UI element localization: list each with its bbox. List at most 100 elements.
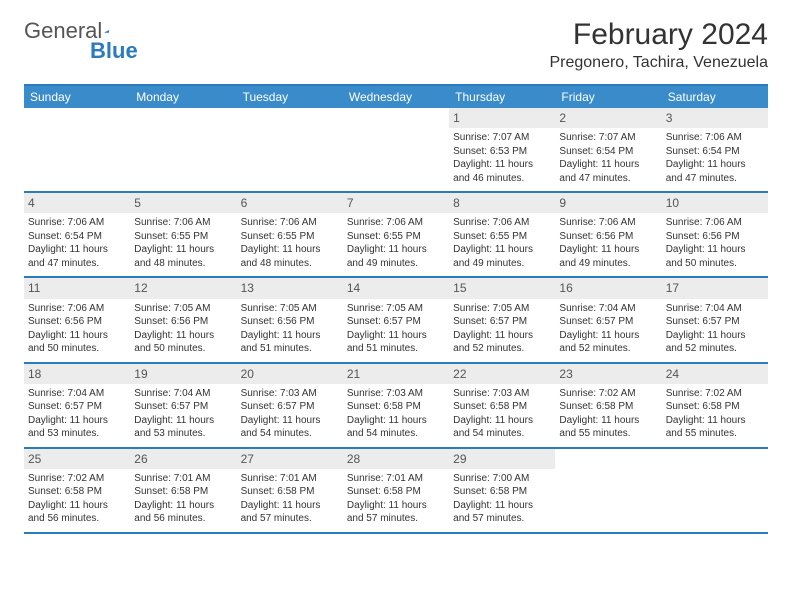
day-cell: 4Sunrise: 7:06 AMSunset: 6:54 PMDaylight… [24, 193, 130, 276]
sunset-line: Sunset: 6:53 PM [453, 145, 551, 159]
day-number: 29 [449, 449, 555, 469]
daylight-line-1: Daylight: 11 hours [28, 414, 126, 428]
day-number: 3 [662, 108, 768, 128]
day-number: 26 [130, 449, 236, 469]
day-cell: . [130, 108, 236, 191]
sunrise-line: Sunrise: 7:07 AM [559, 131, 657, 145]
day-header: Wednesday [343, 86, 449, 108]
week-row: 18Sunrise: 7:04 AMSunset: 6:57 PMDayligh… [24, 364, 768, 449]
daylight-line-2: and 57 minutes. [347, 512, 445, 526]
sunrise-line: Sunrise: 7:00 AM [453, 472, 551, 486]
sunrise-line: Sunrise: 7:06 AM [134, 216, 232, 230]
sunrise-line: Sunrise: 7:03 AM [453, 387, 551, 401]
daylight-line-1: Daylight: 11 hours [666, 414, 764, 428]
daylight-line-1: Daylight: 11 hours [134, 499, 232, 513]
day-number: 2 [555, 108, 661, 128]
sunrise-line: Sunrise: 7:02 AM [666, 387, 764, 401]
day-cell: 24Sunrise: 7:02 AMSunset: 6:58 PMDayligh… [662, 364, 768, 447]
day-cell: 27Sunrise: 7:01 AMSunset: 6:58 PMDayligh… [237, 449, 343, 532]
day-number: 16 [555, 278, 661, 298]
day-number: 14 [343, 278, 449, 298]
day-number: 18 [24, 364, 130, 384]
sunset-line: Sunset: 6:55 PM [134, 230, 232, 244]
sunrise-line: Sunrise: 7:06 AM [559, 216, 657, 230]
daylight-line-1: Daylight: 11 hours [666, 329, 764, 343]
day-cell: 3Sunrise: 7:06 AMSunset: 6:54 PMDaylight… [662, 108, 768, 191]
sunset-line: Sunset: 6:57 PM [241, 400, 339, 414]
daylight-line-1: Daylight: 11 hours [241, 414, 339, 428]
day-number: 1 [449, 108, 555, 128]
day-cell: 21Sunrise: 7:03 AMSunset: 6:58 PMDayligh… [343, 364, 449, 447]
daylight-line-1: Daylight: 11 hours [559, 243, 657, 257]
daylight-line-1: Daylight: 11 hours [134, 329, 232, 343]
day-number: 5 [130, 193, 236, 213]
week-row: 11Sunrise: 7:06 AMSunset: 6:56 PMDayligh… [24, 278, 768, 363]
logo-text-blue: Blue [90, 38, 138, 64]
day-number: 11 [24, 278, 130, 298]
daylight-line-2: and 53 minutes. [134, 427, 232, 441]
daylight-line-1: Daylight: 11 hours [666, 158, 764, 172]
daylight-line-1: Daylight: 11 hours [453, 329, 551, 343]
daylight-line-2: and 47 minutes. [28, 257, 126, 271]
location-text: Pregonero, Tachira, Venezuela [549, 54, 768, 72]
sunset-line: Sunset: 6:57 PM [453, 315, 551, 329]
day-cell: 19Sunrise: 7:04 AMSunset: 6:57 PMDayligh… [130, 364, 236, 447]
weeks-container: ....1Sunrise: 7:07 AMSunset: 6:53 PMDayl… [24, 108, 768, 534]
sunset-line: Sunset: 6:58 PM [666, 400, 764, 414]
day-cell: 7Sunrise: 7:06 AMSunset: 6:55 PMDaylight… [343, 193, 449, 276]
day-number: 27 [237, 449, 343, 469]
sunrise-line: Sunrise: 7:01 AM [347, 472, 445, 486]
sunrise-line: Sunrise: 7:01 AM [134, 472, 232, 486]
day-cell: 11Sunrise: 7:06 AMSunset: 6:56 PMDayligh… [24, 278, 130, 361]
day-number: 13 [237, 278, 343, 298]
sunrise-line: Sunrise: 7:06 AM [666, 131, 764, 145]
sunrise-line: Sunrise: 7:02 AM [559, 387, 657, 401]
daylight-line-2: and 52 minutes. [666, 342, 764, 356]
sunrise-line: Sunrise: 7:04 AM [666, 302, 764, 316]
day-cell: 2Sunrise: 7:07 AMSunset: 6:54 PMDaylight… [555, 108, 661, 191]
day-number: 22 [449, 364, 555, 384]
sunset-line: Sunset: 6:58 PM [347, 400, 445, 414]
sunrise-line: Sunrise: 7:06 AM [347, 216, 445, 230]
day-cell: 20Sunrise: 7:03 AMSunset: 6:57 PMDayligh… [237, 364, 343, 447]
sunset-line: Sunset: 6:56 PM [134, 315, 232, 329]
sunset-line: Sunset: 6:56 PM [666, 230, 764, 244]
daylight-line-2: and 51 minutes. [241, 342, 339, 356]
daylight-line-1: Daylight: 11 hours [453, 414, 551, 428]
day-cell: 13Sunrise: 7:05 AMSunset: 6:56 PMDayligh… [237, 278, 343, 361]
day-cell: 23Sunrise: 7:02 AMSunset: 6:58 PMDayligh… [555, 364, 661, 447]
daylight-line-2: and 50 minutes. [666, 257, 764, 271]
daylight-line-2: and 55 minutes. [559, 427, 657, 441]
sunrise-line: Sunrise: 7:05 AM [347, 302, 445, 316]
sunset-line: Sunset: 6:57 PM [666, 315, 764, 329]
daylight-line-2: and 54 minutes. [453, 427, 551, 441]
daylight-line-2: and 51 minutes. [347, 342, 445, 356]
day-cell: 6Sunrise: 7:06 AMSunset: 6:55 PMDaylight… [237, 193, 343, 276]
sunset-line: Sunset: 6:55 PM [347, 230, 445, 244]
day-header: Sunday [24, 86, 130, 108]
day-cell: 10Sunrise: 7:06 AMSunset: 6:56 PMDayligh… [662, 193, 768, 276]
title-block: February 2024 Pregonero, Tachira, Venezu… [549, 18, 768, 72]
day-cell: 12Sunrise: 7:05 AMSunset: 6:56 PMDayligh… [130, 278, 236, 361]
day-cell: 16Sunrise: 7:04 AMSunset: 6:57 PMDayligh… [555, 278, 661, 361]
daylight-line-1: Daylight: 11 hours [347, 329, 445, 343]
day-cell: . [24, 108, 130, 191]
daylight-line-2: and 48 minutes. [241, 257, 339, 271]
daylight-line-1: Daylight: 11 hours [134, 243, 232, 257]
week-row: 25Sunrise: 7:02 AMSunset: 6:58 PMDayligh… [24, 449, 768, 534]
daylight-line-1: Daylight: 11 hours [453, 158, 551, 172]
day-header: Friday [555, 86, 661, 108]
daylight-line-2: and 53 minutes. [28, 427, 126, 441]
sunset-line: Sunset: 6:56 PM [241, 315, 339, 329]
calendar: SundayMondayTuesdayWednesdayThursdayFrid… [24, 84, 768, 534]
sunrise-line: Sunrise: 7:06 AM [453, 216, 551, 230]
daylight-line-2: and 54 minutes. [347, 427, 445, 441]
sunset-line: Sunset: 6:57 PM [347, 315, 445, 329]
day-header: Monday [130, 86, 236, 108]
sunset-line: Sunset: 6:56 PM [559, 230, 657, 244]
sunset-line: Sunset: 6:58 PM [347, 485, 445, 499]
daylight-line-1: Daylight: 11 hours [241, 329, 339, 343]
daylight-line-2: and 57 minutes. [241, 512, 339, 526]
daylight-line-2: and 52 minutes. [453, 342, 551, 356]
day-header-row: SundayMondayTuesdayWednesdayThursdayFrid… [24, 86, 768, 108]
